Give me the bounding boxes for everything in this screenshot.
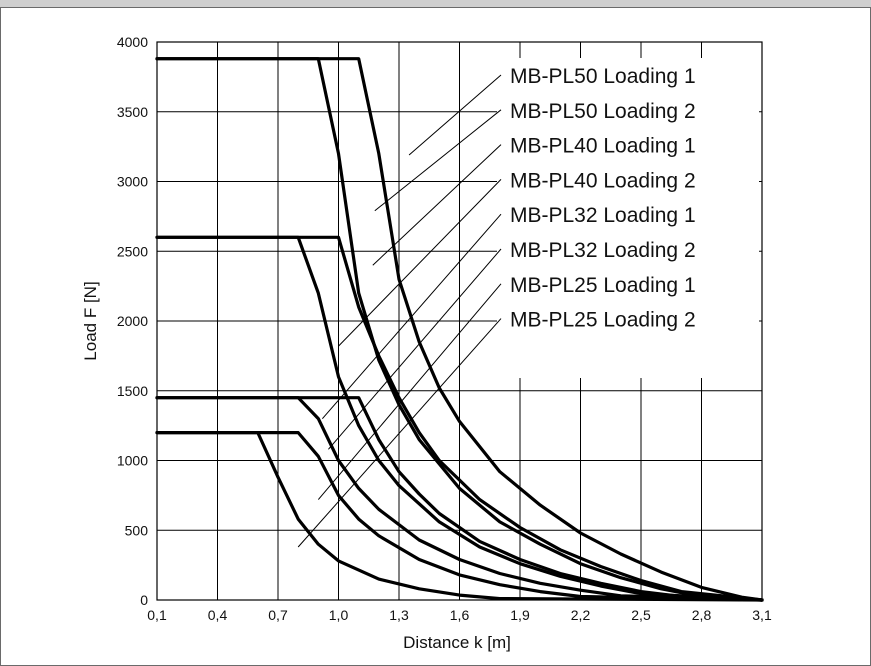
x-tick-label: 1,6	[450, 607, 470, 623]
legend-entry-1: MB-PL50 Loading 1	[510, 65, 696, 88]
series-line-7	[155, 431, 764, 602]
series-line-2	[155, 57, 764, 602]
title-bar	[0, 0, 871, 8]
legend-leader-6	[328, 248, 502, 450]
series-line-6	[155, 396, 764, 602]
legend-entry-8: MB-PL25 Loading 2	[510, 309, 696, 332]
legend-leader-8	[297, 318, 502, 548]
legend-background	[497, 58, 759, 378]
series-line-5	[155, 396, 764, 602]
x-tick-label: 0,7	[268, 607, 288, 623]
series-line-3	[155, 235, 764, 602]
legend-entry-7: MB-PL25 Loading 1	[510, 274, 696, 297]
axes	[156, 41, 763, 601]
x-tick-label: 1,0	[329, 607, 349, 623]
plot-border	[156, 41, 763, 601]
x-tick-label: 1,3	[389, 607, 409, 623]
x-tick-label: 0,1	[147, 607, 167, 623]
series-lines	[155, 57, 764, 602]
y-tick-label: 4000	[117, 34, 148, 50]
legend-leader-5	[321, 213, 502, 419]
series-line-8	[155, 431, 764, 602]
legend-entry-4: MB-PL40 Loading 2	[510, 169, 696, 192]
series-line-4	[155, 235, 764, 602]
x-tick-label: 2,2	[571, 607, 591, 623]
legend-leader-2	[374, 109, 502, 212]
x-tick-label: 2,8	[692, 607, 712, 623]
y-tick-label: 2000	[117, 313, 148, 329]
x-axis-label: Distance k [m]	[403, 633, 511, 652]
y-tick-label: 1500	[117, 383, 148, 399]
legend-leader-7	[317, 283, 502, 500]
x-tick-label: 2,5	[631, 607, 651, 623]
legend-entry-5: MB-PL32 Loading 1	[510, 204, 696, 227]
legend-entry-6: MB-PL32 Loading 2	[510, 239, 696, 262]
y-tick-label: 3000	[117, 174, 148, 190]
legend-entry-3: MB-PL40 Loading 1	[510, 135, 696, 158]
y-tick-label: 0	[140, 592, 148, 608]
y-tick-labels: 0 500 1000 1500 2000 2500 3000 3500 4000	[117, 34, 148, 608]
legend-leader-1	[408, 74, 502, 156]
legend-entry-2: MB-PL50 Loading 2	[510, 100, 696, 123]
legend-leader-4	[338, 179, 502, 347]
y-tick-label: 3500	[117, 104, 148, 120]
legend: MB-PL50 Loading 1 MB-PL50 Loading 2 MB-PL4…	[510, 65, 696, 332]
y-tick-label: 1000	[117, 453, 148, 469]
y-tick-label: 2500	[117, 243, 148, 259]
x-tick-labels: 0,1 0,4 0,7 1,0 1,3 1,6 1,9 2,2 2,5 2,8 3,1	[147, 607, 772, 623]
y-tick-label: 500	[125, 522, 149, 538]
legend-leader-3	[372, 144, 502, 266]
y-axis-label: Load F [N]	[81, 281, 100, 360]
x-tick-label: 1,9	[510, 607, 530, 623]
x-tick-label: 0,4	[208, 607, 228, 623]
legend-leader-lines	[297, 74, 502, 548]
series-line-1	[155, 57, 764, 602]
x-tick-label: 3,1	[752, 607, 772, 623]
